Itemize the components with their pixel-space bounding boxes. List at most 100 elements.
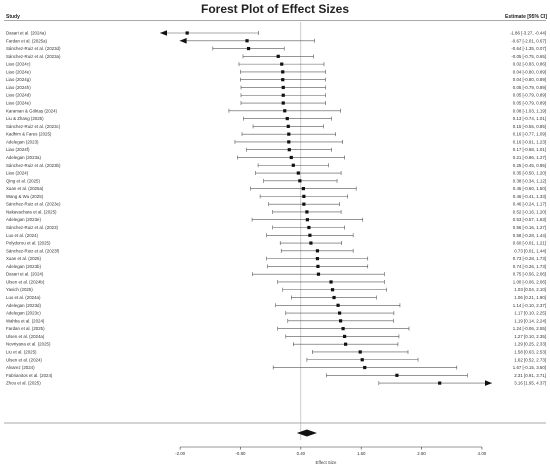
study-estimate: 0.16 [-0.77, 1.09] [513, 132, 546, 137]
ci-arrow-left [160, 30, 167, 36]
point-estimate [438, 381, 442, 385]
study-label: Adelegan (2023) [6, 139, 39, 144]
study-estimate: 0.05 [-0.79, 0.89] [513, 93, 546, 98]
study-estimate: 0.74 [-0.26, 1.73] [513, 264, 546, 269]
study-label: Kadhim & Fares (2025) [6, 132, 52, 137]
study-estimate: 0.05 [-0.79, 0.89] [513, 101, 546, 106]
point-estimate [315, 257, 320, 261]
study-label: Liu et al. (2025) [6, 349, 37, 354]
point-estimate [343, 334, 347, 339]
study-estimate: 1.27 [0.10, 2.35] [514, 334, 546, 339]
study-estimate: 1.29 [0.25, 2.33] [514, 342, 546, 347]
point-estimate [287, 148, 291, 152]
x-tick-label: -2.00 [175, 451, 186, 456]
point-estimate [315, 249, 320, 253]
study-label: Karaman & Göktaş (2024) [6, 108, 58, 113]
study-estimate: 3.16 [1.95, 4.37] [514, 381, 546, 386]
study-label: Ulsen et al. (2024b) [6, 279, 45, 284]
study-estimate: 0.58 [-0.28, 1.44] [513, 233, 546, 238]
point-estimate [330, 288, 335, 292]
study-estimate: 1.62 [0.52, 2.73] [514, 357, 546, 362]
study-estimate: 1.24 [-0.06, 2.55] [513, 326, 546, 331]
study-label: Fardan et al. (2025) [6, 326, 45, 331]
point-estimate [281, 70, 285, 74]
summary-diamond [296, 429, 317, 437]
point-estimate [395, 373, 399, 377]
point-estimate [307, 225, 311, 230]
point-estimate [289, 155, 293, 160]
point-estimate [329, 280, 333, 284]
study-label: Adelegan (2023d) [6, 303, 41, 308]
study-label: Sánchez-Ruiz et al. (2023e) [6, 202, 61, 207]
point-estimate [285, 116, 289, 121]
study-estimate: 1.58 [0.63, 2.53] [514, 349, 546, 354]
study-label: Qing et al. (2025) [6, 178, 40, 183]
point-estimate [360, 358, 364, 362]
study-label: Ulsen et al. (2024) [6, 357, 42, 362]
study-estimate: 0.73 [0.01, 1.44] [514, 248, 546, 253]
study-label: Adelegan (2023e) [6, 217, 41, 222]
point-estimate [305, 218, 309, 222]
study-estimate: -0.64 [-1.35, 0.07] [511, 46, 546, 51]
study-label: Liu & Zhang (2025) [6, 116, 44, 121]
study-label: Xuan et al. (2025a) [6, 186, 44, 191]
study-estimate: -0.67 [-2.01, 0.67] [511, 38, 546, 43]
study-estimate: 0.04 [-0.80, 0.89] [513, 69, 546, 74]
chart-title: Forest Plot of Effect Sizes [200, 2, 350, 16]
study-label: Xuan et al. (2025) [6, 256, 41, 261]
study-estimate: 0.46 [-0.24, 1.17] [513, 202, 546, 207]
study-label: Liao (2024h) [6, 85, 31, 90]
study-estimate: 1.14 [-0.10, 2.37] [513, 303, 546, 308]
study-label: Sánchez-Ruiz et al. (2023a) [6, 54, 61, 59]
study-estimate: 0.17 [-0.68, 1.01] [513, 147, 546, 152]
study-estimate: 1.03 [0.04, 2.10] [514, 287, 546, 292]
study-estimate: 0.75 [-0.56, 2.06] [513, 272, 546, 277]
point-estimate [298, 179, 302, 183]
study-label: Ulsen et al. (2024a) [6, 334, 45, 339]
point-estimate [337, 311, 342, 315]
study-estimate: 0.21 [-0.86, 1.27] [513, 155, 546, 160]
study-estimate: 0.56 [-0.16, 1.27] [513, 225, 546, 230]
point-estimate [291, 163, 295, 167]
point-estimate [309, 241, 313, 245]
x-tick-label: 0.40 [297, 451, 306, 456]
point-estimate [296, 171, 300, 175]
study-estimate: 0.04 [-0.80, 0.89] [513, 77, 546, 82]
study-label: Sánchez-Ruiz et al. (2023c) [6, 124, 61, 129]
study-estimate: 0.45 [-0.60, 1.50] [513, 186, 546, 191]
point-estimate [341, 327, 345, 331]
point-estimate [302, 194, 306, 198]
study-estimate: 2.31 [0.91, 3.71] [514, 373, 546, 378]
study-estimate: 0.38 [-0.34, 1.12] [513, 178, 546, 183]
estimate-column-header: Estimate [95% CI] [505, 14, 547, 20]
study-label: Liao (2024e) [6, 69, 31, 74]
point-estimate [281, 101, 285, 105]
study-estimate: 0.15 [-0.55, 0.85] [513, 124, 546, 129]
study-estimate: 0.05 [-0.79, 0.89] [513, 85, 546, 90]
study-label: Adelegan (2023c) [6, 311, 41, 316]
point-estimate [305, 210, 309, 214]
study-label: Liao (2024d) [6, 93, 31, 98]
study-label: Sánchez-Ruiz et al. (2023d) [6, 46, 61, 51]
point-estimate [358, 350, 362, 354]
study-label: Adelegan (2023a) [6, 155, 41, 160]
point-estimate [316, 272, 321, 276]
study-estimate: 1.17 [0.10, 2.25] [514, 311, 546, 316]
study-label: Fabrianitos et al. (2024) [6, 373, 53, 378]
study-label: Liao (2024g) [6, 77, 31, 82]
study-estimate: 0.73 [-0.28, 1.73] [513, 256, 546, 261]
study-label: Sánchez-Ruiz et al. (2023f) [6, 248, 60, 253]
study-estimate: 0.35 [-0.50, 1.20] [513, 171, 546, 176]
point-estimate [276, 54, 280, 58]
study-estimate: 0.02 [-0.83, 0.86] [513, 62, 546, 67]
study-estimate: 0.60 [-0.01, 1.21] [513, 241, 546, 246]
study-label: Polydorou et al. (2025) [6, 241, 51, 246]
study-estimate: 1.00 [-0.06, 2.06] [513, 279, 546, 284]
point-estimate [281, 93, 285, 97]
study-estimate: -0.05 [-0.75, 0.65] [511, 54, 546, 59]
point-estimate [281, 85, 285, 90]
point-estimate [245, 39, 249, 43]
x-tick-label: 2.80 [417, 451, 426, 456]
study-label: Luo et al. (2024) [6, 233, 39, 238]
